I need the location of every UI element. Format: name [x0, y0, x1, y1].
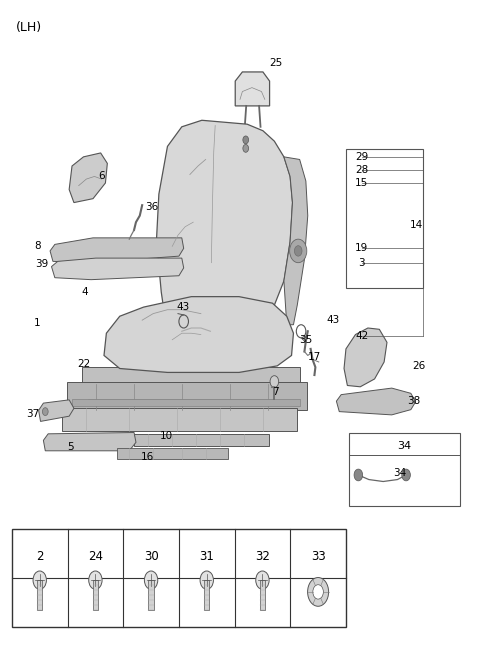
Bar [346, 149, 423, 287]
Circle shape [89, 571, 102, 589]
Bar [67, 382, 307, 409]
Bar [148, 580, 154, 610]
Text: 38: 38 [408, 396, 421, 406]
Text: 7: 7 [273, 387, 279, 397]
Text: 6: 6 [98, 171, 105, 182]
Text: 39: 39 [36, 259, 48, 269]
Circle shape [200, 571, 214, 589]
Circle shape [270, 376, 279, 388]
Text: 37: 37 [26, 409, 39, 419]
Circle shape [144, 571, 158, 589]
Bar [62, 408, 297, 431]
Text: 15: 15 [355, 178, 368, 188]
Text: 43: 43 [326, 315, 340, 325]
Text: 1: 1 [34, 318, 40, 328]
Polygon shape [235, 72, 270, 106]
Text: 30: 30 [144, 550, 158, 563]
Circle shape [243, 136, 249, 144]
Text: 16: 16 [140, 453, 154, 462]
Text: 19: 19 [355, 243, 368, 253]
Text: 2: 2 [36, 550, 44, 563]
Polygon shape [51, 258, 184, 279]
Text: 36: 36 [145, 202, 158, 212]
Bar [349, 432, 459, 506]
Circle shape [42, 407, 48, 415]
Text: 34: 34 [397, 441, 411, 451]
Bar [204, 580, 209, 610]
Bar [117, 448, 228, 459]
Polygon shape [336, 388, 416, 415]
Circle shape [33, 571, 47, 589]
Text: 26: 26 [412, 361, 426, 371]
Text: 5: 5 [67, 442, 74, 452]
Polygon shape [104, 297, 293, 373]
Text: 32: 32 [255, 550, 270, 563]
Text: (LH): (LH) [16, 21, 42, 34]
Circle shape [294, 246, 302, 256]
Circle shape [289, 239, 307, 262]
Bar [12, 529, 346, 627]
Text: 31: 31 [199, 550, 214, 563]
Text: 3: 3 [359, 258, 365, 268]
Polygon shape [284, 157, 308, 325]
Circle shape [308, 577, 329, 606]
Text: 8: 8 [34, 241, 40, 251]
Text: 33: 33 [311, 550, 325, 563]
Circle shape [402, 469, 410, 481]
Text: 14: 14 [410, 220, 423, 230]
Text: 29: 29 [355, 152, 368, 162]
Bar [37, 580, 42, 610]
Circle shape [354, 469, 363, 481]
Polygon shape [50, 238, 184, 262]
Polygon shape [38, 400, 74, 421]
Text: 10: 10 [159, 431, 173, 441]
Polygon shape [43, 432, 136, 451]
Text: 22: 22 [77, 359, 90, 369]
Text: 4: 4 [82, 287, 88, 297]
Text: 34: 34 [393, 468, 407, 478]
Text: 28: 28 [355, 165, 368, 175]
Bar [260, 580, 265, 610]
Circle shape [243, 144, 249, 152]
Polygon shape [156, 120, 292, 333]
Bar [82, 367, 300, 384]
Text: 35: 35 [299, 335, 312, 345]
Bar [72, 399, 300, 406]
Circle shape [256, 571, 269, 589]
Polygon shape [69, 153, 108, 203]
Text: 43: 43 [176, 302, 189, 312]
Text: 24: 24 [88, 550, 103, 563]
Polygon shape [344, 328, 387, 387]
Bar [134, 434, 269, 445]
Text: 17: 17 [307, 352, 321, 362]
Bar [93, 580, 98, 610]
Circle shape [313, 584, 324, 599]
Text: 42: 42 [355, 331, 368, 341]
Text: 25: 25 [269, 58, 282, 68]
